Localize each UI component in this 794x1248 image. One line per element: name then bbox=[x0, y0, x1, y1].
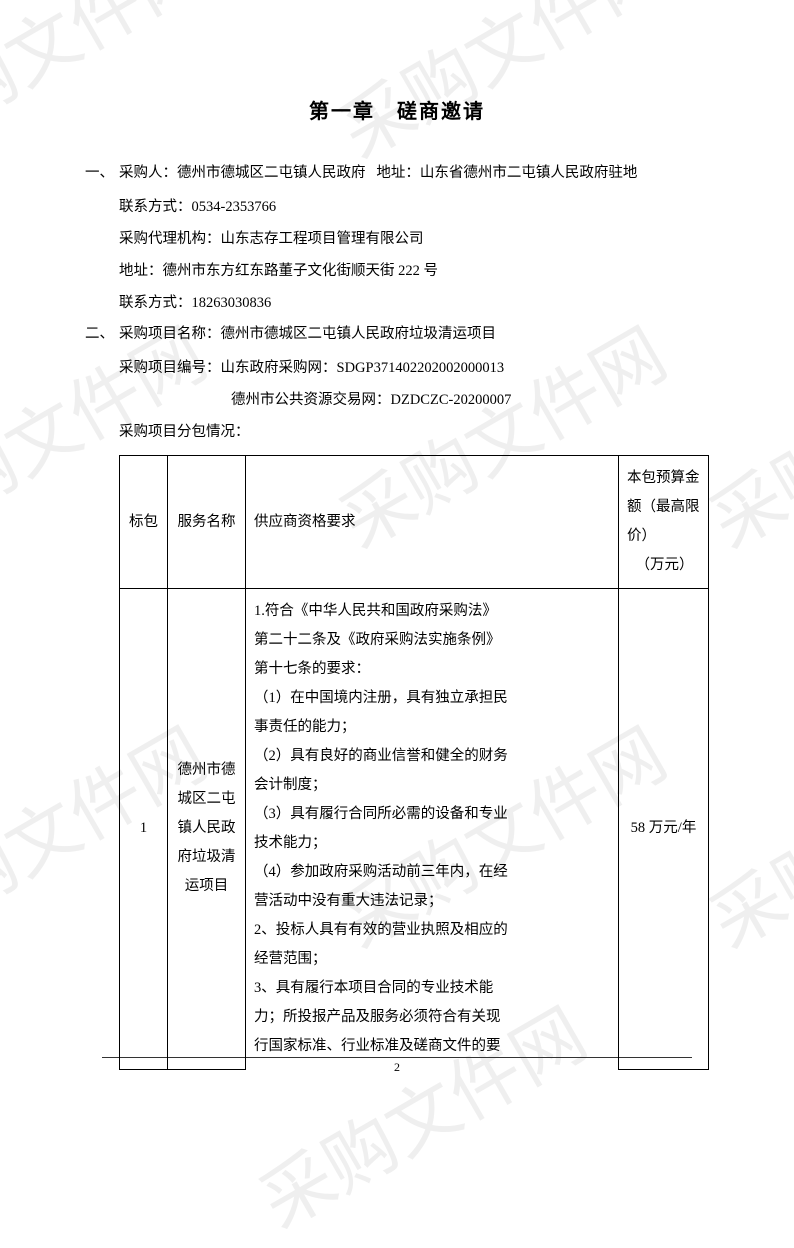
text: 1.符合《中华人民共和国政府采购法》 bbox=[254, 603, 497, 619]
value: 采购项目分包情况： bbox=[119, 424, 250, 440]
label: 采购代理机构： bbox=[119, 231, 221, 247]
section-line: 联系方式：18263030836 bbox=[119, 288, 709, 320]
section-line: 联系方式：0534-2353766 bbox=[119, 192, 709, 224]
cell-col-3: 1.符合《中华人民共和国政府采购法》 第二十二条及《政府采购法实施条例》 第十七… bbox=[246, 589, 619, 1070]
section-line: 地址：德州市东方红东路董子文化街顺天街 222 号 bbox=[119, 256, 709, 288]
text: 技术能力； bbox=[254, 835, 327, 851]
cell-col-1: 1 bbox=[120, 589, 168, 1070]
section-line: 德州市公共资源交易网：DZDCZC-20200007 bbox=[231, 385, 709, 417]
text: 力；所投报产品及服务必须符合有关现 bbox=[254, 1009, 501, 1025]
cell-col-2: 德州市德 城区二屯 镇人民政 府垃圾清 运项目 bbox=[168, 589, 246, 1070]
section-line: 采购项目分包情况： bbox=[119, 417, 709, 449]
value: 德州市德城区二屯镇人民政府垃圾清运项目 bbox=[221, 326, 497, 342]
value: 德州市公共资源交易网：DZDCZC-20200007 bbox=[231, 392, 511, 408]
text: （4）参加政府采购活动前三年内，在经 bbox=[254, 864, 508, 880]
value: 德州市东方红东路董子文化街顺天街 222 号 bbox=[163, 263, 439, 279]
text: 额（最高限 bbox=[627, 499, 700, 515]
document-content: 第一章 磋商邀请 一、 采购人：德州市德城区二屯镇人民政府 地址：山东省德州市二… bbox=[0, 0, 794, 1070]
table-row: 1 德州市德 城区二屯 镇人民政 府垃圾清 运项目 1.符合《中华人民共和国政府… bbox=[120, 589, 709, 1070]
header-col-4: 本包预算金 额（最高限 价） （万元） bbox=[619, 456, 709, 589]
text: 会计制度； bbox=[254, 777, 327, 793]
text: 价） bbox=[627, 528, 656, 544]
value: 山东省德州市二屯镇人民政府驻地 bbox=[420, 165, 638, 181]
text: 第十七条的要求： bbox=[254, 661, 370, 677]
text: 2、投标人具有有效的营业执照及相应的 bbox=[254, 922, 508, 938]
section-line: 采购项目名称：德州市德城区二屯镇人民政府垃圾清运项目 bbox=[119, 319, 709, 351]
label: 地址： bbox=[119, 263, 163, 279]
value: 18263030836 bbox=[192, 295, 272, 311]
header-col-2: 服务名称 bbox=[168, 456, 246, 589]
value: 山东政府采购网：SDGP371402202002000013 bbox=[221, 360, 505, 376]
chapter-title: 第一章 磋商邀请 bbox=[85, 95, 709, 124]
text: 城区二屯 bbox=[178, 791, 236, 807]
label: 地址： bbox=[376, 165, 420, 181]
text: 3、具有履行本项目合同的专业技术能 bbox=[254, 980, 493, 996]
text: 运项目 bbox=[185, 878, 229, 894]
section-marker: 一、 bbox=[85, 158, 119, 190]
text: 行国家标准、行业标准及磋商文件的要 bbox=[254, 1038, 501, 1054]
text: 府垃圾清 bbox=[178, 849, 236, 865]
text: 第二十二条及《政府采购法实施条例》 bbox=[254, 632, 501, 648]
text: （1）在中国境内注册，具有独立承担民 bbox=[254, 690, 508, 706]
text: （3）具有履行合同所必需的设备和专业 bbox=[254, 806, 508, 822]
value: 德州市德城区二屯镇人民政府 bbox=[177, 165, 366, 181]
section-line: 采购人：德州市德城区二屯镇人民政府 地址：山东省德州市二屯镇人民政府驻地 bbox=[119, 158, 709, 190]
label: 联系方式： bbox=[119, 199, 192, 215]
value: 山东志存工程项目管理有限公司 bbox=[221, 231, 424, 247]
text: 本包预算金 bbox=[627, 470, 700, 486]
text: 事责任的能力； bbox=[254, 719, 356, 735]
text: 营活动中没有重大违法记录； bbox=[254, 893, 443, 909]
value: 0534-2353766 bbox=[192, 199, 277, 215]
cell-col-4: 58 万元/年 bbox=[619, 589, 709, 1070]
text: 德州市德 bbox=[178, 762, 236, 778]
package-table: 标包 服务名称 供应商资格要求 本包预算金 额（最高限 价） （万元） 1 德州… bbox=[119, 455, 709, 1070]
section-line: 采购代理机构：山东志存工程项目管理有限公司 bbox=[119, 224, 709, 256]
text: 经营范围； bbox=[254, 951, 327, 967]
label: 联系方式： bbox=[119, 295, 192, 311]
section-marker: 二、 bbox=[85, 319, 119, 351]
section-1: 一、 采购人：德州市德城区二屯镇人民政府 地址：山东省德州市二屯镇人民政府驻地 … bbox=[85, 158, 709, 319]
section-2: 二、 采购项目名称：德州市德城区二屯镇人民政府垃圾清运项目 采购项目编号：山东政… bbox=[85, 319, 709, 1069]
text: （万元） bbox=[627, 551, 702, 580]
section-line: 采购项目编号：山东政府采购网：SDGP371402202002000013 bbox=[119, 353, 709, 385]
header-col-3: 供应商资格要求 bbox=[246, 456, 619, 589]
text: 镇人民政 bbox=[178, 820, 236, 836]
label: 采购项目名称： bbox=[119, 326, 221, 342]
text: （2）具有良好的商业信誉和健全的财务 bbox=[254, 748, 508, 764]
label: 采购人： bbox=[119, 165, 177, 181]
header-col-1: 标包 bbox=[120, 456, 168, 589]
table-header-row: 标包 服务名称 供应商资格要求 本包预算金 额（最高限 价） （万元） bbox=[120, 456, 709, 589]
label: 采购项目编号： bbox=[119, 360, 221, 376]
